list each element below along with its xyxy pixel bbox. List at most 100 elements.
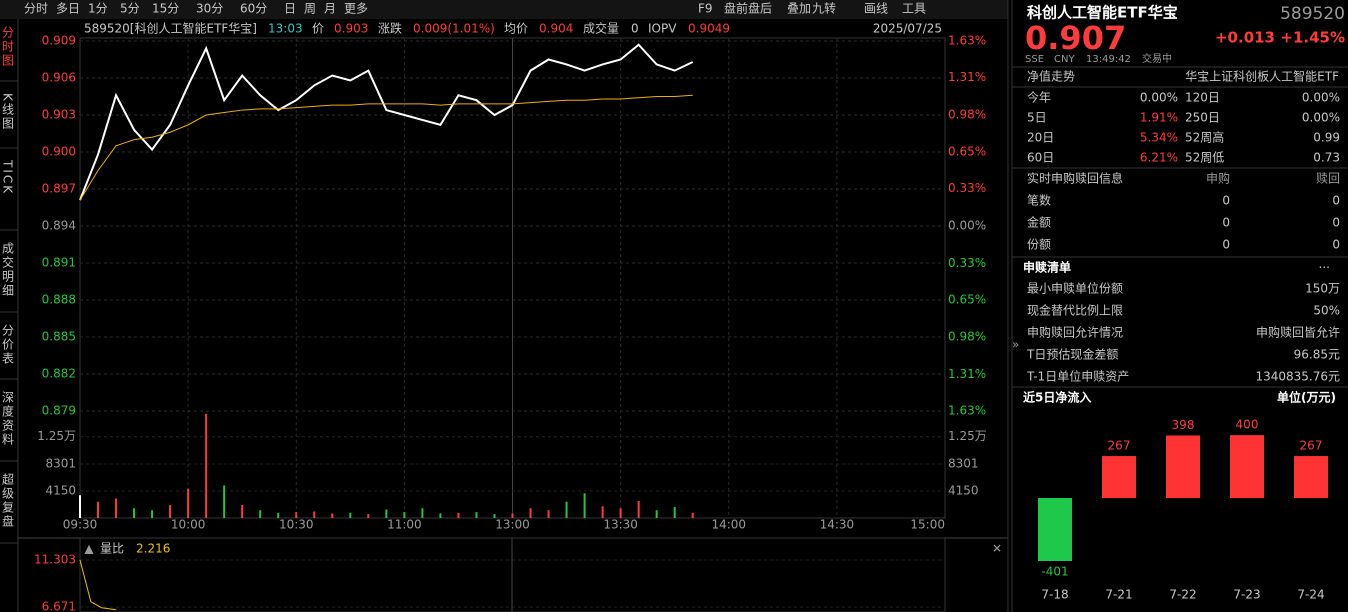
toolbar-button[interactable]: 画线 [864, 2, 888, 16]
price-change: +0.013 [1215, 29, 1275, 47]
x-tick-label: 7-18 [1041, 588, 1068, 602]
info-field: 涨跌 [378, 21, 402, 36]
toolbar-button[interactable]: 30分 [196, 2, 223, 16]
row-value: 0 [1222, 216, 1230, 230]
nav-value: 0.99 [1313, 131, 1340, 145]
section-title: 实时申购赎回信息 [1027, 171, 1123, 186]
nav-value: 1.91% [1140, 111, 1178, 125]
side-tab[interactable]: 深度资料 [1, 391, 15, 447]
toolbar-button[interactable]: 日 [284, 2, 296, 16]
quote-meta: 交易中 [1142, 52, 1172, 65]
row-value: 0 [1332, 238, 1340, 252]
y2-tick-label: 1.31% [948, 367, 986, 381]
nav-label: 52周低 [1185, 151, 1224, 165]
toolbar-button[interactable]: 15分 [152, 2, 179, 16]
x-tick-label: 13:00 [495, 518, 530, 532]
volume-bar [511, 513, 514, 518]
info-field: 0.904 [539, 22, 573, 36]
section-title: 净值走势 [1027, 69, 1075, 84]
volume-bar [223, 485, 226, 518]
menu-icon[interactable]: ▲ [84, 542, 94, 556]
toolbar-button[interactable]: F9 [698, 2, 713, 16]
y2-tick-label: 8301 [948, 457, 979, 471]
toolbar-button[interactable]: 叠加 [787, 2, 811, 16]
info-field: IOPV [648, 22, 677, 36]
y2-tick-label: 0.33% [948, 181, 986, 195]
quote-meta: SSE [1025, 54, 1044, 65]
row-label: T-1日单位申赎资产 [1026, 369, 1129, 384]
volume-bar [547, 510, 550, 518]
row-label: 现金替代比例上限 [1027, 303, 1123, 318]
y2-tick-label: 0.98% [948, 107, 986, 121]
row-label: 申购赎回允许情况 [1027, 325, 1123, 340]
row-value: 0 [1332, 194, 1340, 208]
toolbar-button[interactable]: 九转 [812, 1, 836, 16]
close-button[interactable]: ✕ [992, 542, 1002, 556]
y-tick-label: 0.894 [42, 219, 76, 233]
volume-bar [637, 501, 640, 518]
nav-label: 120日 [1185, 91, 1220, 105]
ratio-label: 量比 [100, 542, 124, 556]
inflow-bar [1038, 498, 1072, 561]
info-field: 成交量 [583, 21, 619, 36]
toolbar-button[interactable]: 多日 [56, 2, 80, 16]
collapse-arrow[interactable]: » [1012, 338, 1019, 352]
volume-bar [97, 501, 100, 518]
volume-bar [115, 498, 118, 518]
row-value: 1340835.76元 [1255, 370, 1340, 384]
side-tab[interactable]: 成交明细 [1, 242, 15, 298]
toolbar-button[interactable]: 周 [304, 2, 316, 16]
y-tick-label: 0.903 [42, 108, 76, 122]
side-tab[interactable]: 超级复盘 [1, 472, 15, 529]
y2-tick-label: 1.31% [948, 70, 986, 84]
value-label: 400 [1236, 418, 1259, 432]
toolbar-button[interactable]: 1分 [88, 2, 108, 16]
y-tick-label: 4150 [45, 484, 76, 498]
volume-bar [205, 413, 208, 518]
toolbar-button[interactable]: 分时 [24, 2, 48, 16]
ratio-line [79, 559, 117, 611]
y-tick-label: 0.891 [42, 256, 76, 270]
volume-bar [601, 506, 604, 518]
side-tab[interactable]: K线图 [1, 93, 15, 131]
nav-value: 0.00% [1302, 91, 1340, 105]
row-label: 笔数 [1027, 193, 1051, 208]
x-tick-label: 7-24 [1297, 588, 1324, 602]
toolbar-button[interactable]: 月 [324, 2, 336, 16]
volume-bar [457, 512, 460, 518]
side-tab[interactable]: 分时图 [1, 26, 15, 68]
x-tick-label: 11:00 [387, 518, 422, 532]
y2-tick-label: 0.33% [948, 256, 986, 270]
last-price: 0.907 [1025, 19, 1126, 57]
toolbar-button[interactable]: 盘前盘后 [724, 1, 772, 16]
row-label: 最小申赎单位份额 [1027, 281, 1123, 296]
info-field: 0 [631, 22, 639, 36]
x-tick-label: 10:00 [171, 518, 206, 532]
nav-value: 6.21% [1140, 151, 1178, 165]
info-field: 0.903 [334, 22, 368, 36]
nav-value: 0.00% [1140, 91, 1178, 105]
nav-value: 0.00% [1302, 111, 1340, 125]
toolbar-button[interactable]: 60分 [240, 2, 267, 16]
section-title: 申赎清单 [1023, 260, 1071, 275]
row-value: 0 [1222, 194, 1230, 208]
info-date: 2025/07/25 [873, 22, 942, 36]
volume-bar [655, 510, 658, 518]
side-tab[interactable]: 分价表 [1, 324, 15, 366]
x-tick-label: 10:30 [279, 518, 314, 532]
x-tick-label: 7-22 [1169, 588, 1196, 602]
volume-bar [277, 512, 280, 518]
row-value: 96.85元 [1294, 348, 1340, 362]
y-tick-label: 0.909 [42, 34, 76, 48]
toolbar-button[interactable]: 工具 [902, 2, 926, 16]
row-value: 0 [1332, 216, 1340, 230]
toolbar-button[interactable]: 更多 [344, 2, 368, 16]
volume-bar [475, 512, 478, 518]
value-label: 398 [1172, 418, 1195, 432]
toolbar-button[interactable]: 5分 [120, 2, 140, 16]
y2-tick-label: 1.63% [948, 34, 986, 48]
y2-tick-label: 1.63% [948, 404, 986, 418]
side-tab[interactable]: TICK [1, 159, 15, 195]
y2-tick-label: 0.98% [948, 330, 986, 344]
